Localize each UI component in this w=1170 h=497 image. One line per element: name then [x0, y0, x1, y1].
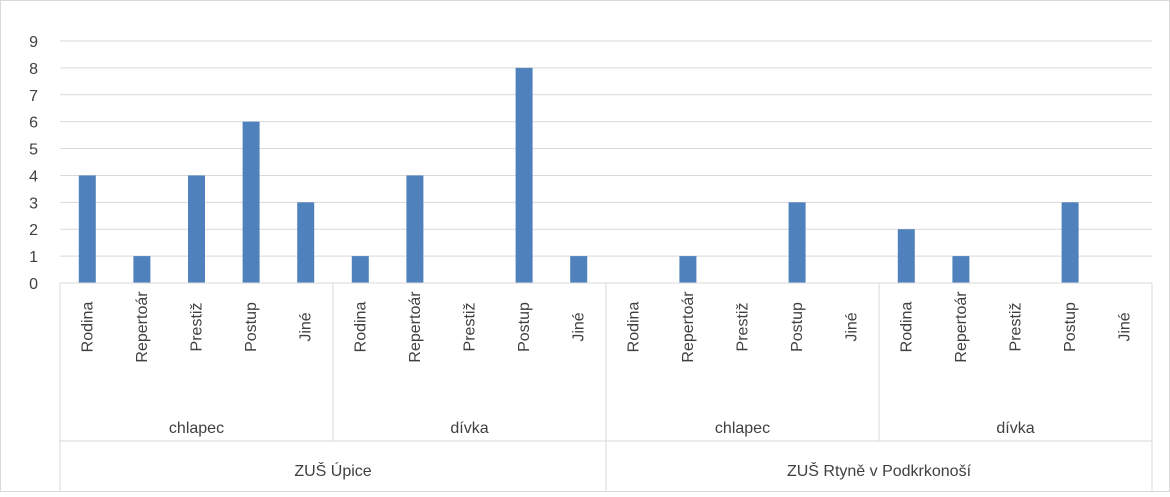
gridlines [60, 40, 1152, 257]
x-subgroup-label: chlapec [169, 420, 224, 437]
bar [897, 229, 915, 283]
x-category-label: Rodina [625, 302, 642, 353]
x-category-label: Prestiž [462, 303, 479, 352]
x-category-label: Repertoár [680, 291, 697, 363]
x-category-label: Jiné [298, 312, 315, 341]
x-subgroup-label: dívka [996, 420, 1034, 437]
x-category-label: Rodina [352, 302, 369, 353]
x-subgroup-label: dívka [450, 420, 488, 437]
bar [78, 175, 96, 283]
x-category-label: Repertoár [953, 291, 970, 363]
x-category-label: Rodina [79, 302, 96, 353]
bar [188, 175, 205, 283]
y-tick-label: 9 [29, 34, 38, 51]
x-subgroup-label: chlapec [715, 420, 770, 437]
axis-labels: 0 1 2 3 4 5 6 7 8 9 Rodina Repertoár Prestiž Postup Ji… [29, 34, 1134, 480]
bar [570, 256, 588, 283]
bar [515, 67, 533, 283]
bar [788, 202, 806, 283]
x-category-label: Prestiž [735, 303, 752, 352]
x-group-label: ZUŠ Rtyně v Podkrkonoší [787, 461, 972, 480]
bar [952, 256, 970, 283]
bar [406, 175, 424, 283]
bars [78, 67, 1079, 284]
y-tick-label: 8 [29, 61, 38, 78]
y-tick-label: 6 [29, 115, 38, 132]
x-category-label: Postup [1062, 302, 1079, 352]
axes [59, 282, 1153, 491]
bar [297, 202, 315, 283]
x-category-label: Prestiž [189, 303, 206, 352]
y-tick-label: 4 [29, 168, 38, 185]
bar [679, 256, 697, 283]
x-category-label: Postup [789, 302, 806, 352]
y-tick-label: 1 [29, 249, 38, 266]
y-tick-label: 3 [29, 195, 38, 212]
y-tick-label: 2 [29, 222, 38, 239]
x-category-label: Jiné [844, 312, 861, 341]
y-tick-label: 0 [29, 276, 38, 293]
x-category-label: Repertoár [407, 291, 424, 363]
y-tick-label: 5 [29, 142, 38, 159]
x-group-label: ZUŠ Úpice [294, 461, 371, 480]
x-category-label: Postup [243, 302, 260, 352]
x-category-label: Postup [516, 302, 533, 352]
bar [351, 256, 369, 283]
x-category-label: Jiné [1117, 312, 1134, 341]
bar [133, 256, 151, 283]
x-category-label: Rodina [898, 302, 915, 353]
x-category-label: Jiné [571, 312, 588, 341]
x-category-label: Prestiž [1008, 303, 1025, 352]
bar [1061, 202, 1079, 283]
bar [242, 121, 260, 284]
y-tick-label: 7 [29, 88, 38, 105]
x-category-label: Repertoár [134, 291, 151, 363]
